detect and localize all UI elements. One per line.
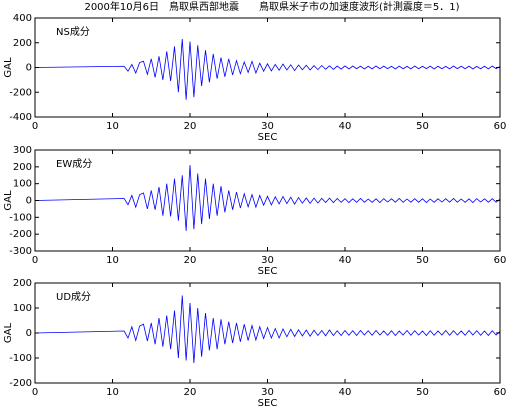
y-tick-label: -100: [9, 212, 32, 223]
axes-frame: [34, 149, 501, 252]
y-tick-label: 300: [13, 145, 32, 156]
y-tick-label: -200: [9, 87, 32, 98]
y-tick-label: 200: [13, 162, 32, 173]
x-tick-label: 0: [32, 387, 38, 398]
component-label: NS成分: [56, 26, 90, 38]
y-tick-label: 200: [13, 278, 32, 289]
x-tick-label: 30: [261, 255, 274, 266]
y-tick-label: -200: [9, 378, 32, 389]
y-axis-label: GAL: [3, 57, 14, 78]
waveform: [34, 39, 501, 100]
x-tick-label: 10: [106, 255, 119, 266]
y-tick-label: 0: [26, 328, 32, 339]
y-tick-label: -200: [9, 229, 32, 240]
x-tick-label: 20: [184, 387, 197, 398]
x-tick-label: 50: [416, 121, 429, 132]
x-tick-label: 30: [261, 387, 274, 398]
y-axis-label: GAL: [3, 190, 14, 211]
y-tick-label: 400: [13, 13, 32, 24]
x-tick-label: 0: [32, 121, 38, 132]
y-tick-label: 0: [26, 196, 32, 207]
x-tick-label: 30: [261, 121, 274, 132]
x-tick-label: 20: [184, 255, 197, 266]
x-tick-label: 40: [339, 121, 352, 132]
x-tick-label: 20: [184, 121, 197, 132]
y-tick-label: 100: [13, 303, 32, 314]
x-tick-label: 10: [106, 121, 119, 132]
figure-title: 2000年10月6日 鳥取県西部地震 鳥取県米子市の加速度波形(計測震度＝5．1…: [84, 0, 459, 13]
y-tick-label: 100: [13, 179, 32, 190]
x-tick-label: 50: [416, 387, 429, 398]
x-tick-label: 60: [494, 255, 507, 266]
axes-frame: [34, 17, 501, 118]
x-tick-label: 40: [339, 255, 352, 266]
x-axis-label: SEC: [258, 132, 278, 143]
x-tick-label: 40: [339, 387, 352, 398]
component-label: UD成分: [56, 291, 91, 303]
y-tick-label: 200: [13, 38, 32, 49]
y-tick-label: -400: [9, 112, 32, 123]
axes-frame: [34, 282, 501, 384]
x-tick-label: 60: [494, 121, 507, 132]
y-tick-label: 0: [26, 63, 32, 74]
component-label: EW成分: [56, 158, 92, 170]
x-axis-label: SEC: [258, 266, 278, 277]
y-tick-label: -100: [9, 353, 32, 364]
y-tick-label: -300: [9, 246, 32, 257]
x-tick-label: 60: [494, 387, 507, 398]
x-axis-label: SEC: [258, 398, 278, 409]
x-tick-label: 10: [106, 387, 119, 398]
y-axis-label: GAL: [3, 322, 14, 343]
x-tick-label: 0: [32, 255, 38, 266]
x-tick-label: 50: [416, 255, 429, 266]
waveform: [34, 295, 501, 364]
waveform: [34, 165, 501, 231]
